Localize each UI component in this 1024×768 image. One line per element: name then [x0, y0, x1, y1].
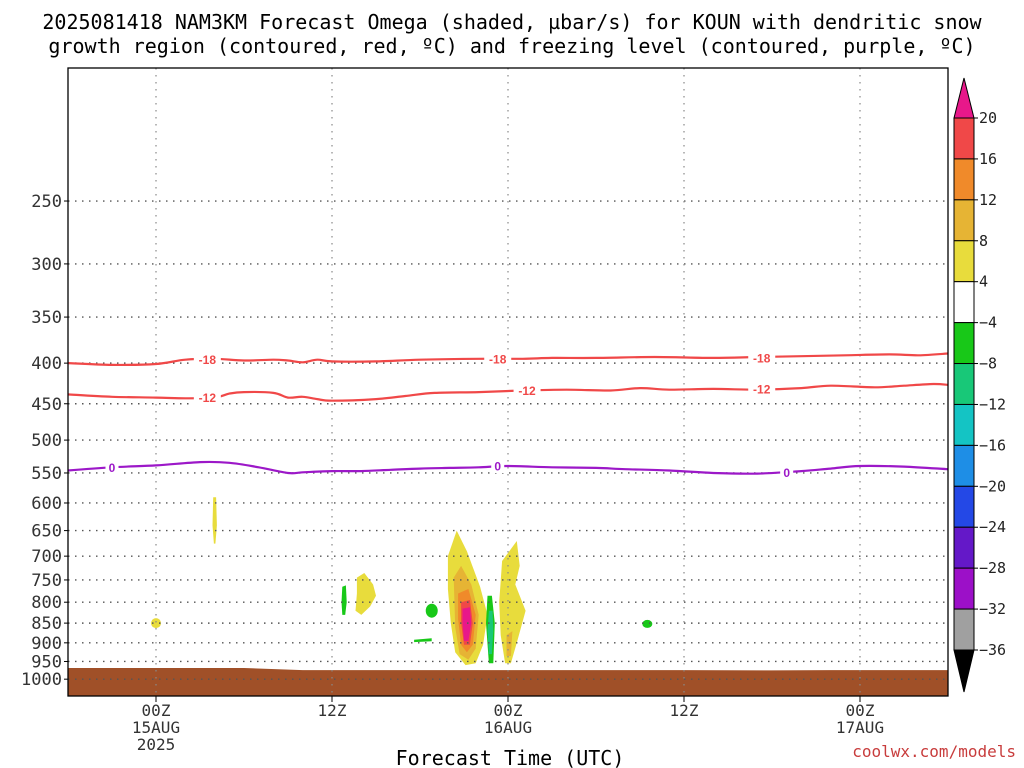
contour-label-bg-2-1 — [491, 459, 505, 474]
y-tick-label-1000: 1000 — [21, 670, 62, 690]
y-tick-label-800: 800 — [31, 593, 62, 613]
contour-label-bg-2-0 — [105, 460, 119, 475]
colorbar-label-4: 4 — [979, 273, 988, 291]
contour-2 — [68, 460, 948, 475]
contour-label-2-2: 0 — [783, 466, 790, 480]
colorbar-label-2: 12 — [979, 191, 997, 209]
colorbar-label-13: −36 — [979, 641, 1006, 659]
omega-shade-plume-20 — [462, 607, 472, 641]
colorbar-label-0: 20 — [979, 109, 997, 127]
contour-label-bg-2-2 — [780, 465, 794, 480]
contour-label-bg-1-1 — [513, 383, 541, 398]
colorbar-cell-8 — [953, 444, 975, 487]
y-tick-label-300: 300 — [31, 255, 62, 275]
colorbar-cell-2 — [953, 199, 975, 242]
y-tick-label-550: 550 — [31, 464, 62, 484]
y-tick-label-900: 900 — [31, 634, 62, 654]
y-tick-label-700: 700 — [31, 547, 62, 567]
contour-label-0-0: -18 — [199, 353, 217, 367]
omega-shade-down-1 — [341, 585, 347, 615]
colorbar-cell-11 — [953, 567, 975, 610]
contour-lines: -18 -18 -18 -12 -12 -12 0 0 0 — [68, 350, 948, 480]
y-tick-label-350: 350 — [31, 308, 62, 328]
colorbar-cell-6 — [953, 363, 975, 405]
colorbar-cell-3 — [953, 240, 975, 283]
x-tick-label-12-1: 12Z — [318, 701, 347, 720]
omega-shade-down-3 — [414, 638, 432, 643]
colorbar-label-6: −8 — [979, 355, 997, 373]
y-tick-label-250: 250 — [31, 192, 62, 212]
colorbar-cell-1 — [953, 158, 975, 201]
y-tick-label-400: 400 — [31, 354, 62, 374]
contour-label-bg-1-2 — [748, 381, 776, 396]
colorbar-label-3: 8 — [979, 232, 988, 250]
colorbar-label-1: 16 — [979, 150, 997, 168]
colorbar-cell-0 — [953, 117, 975, 160]
colorbar-label-8: −16 — [979, 436, 1006, 454]
contour-label-bg-0-0 — [193, 352, 221, 367]
colorbar-label-11: −28 — [979, 559, 1006, 577]
colorbar-label-10: −24 — [979, 518, 1006, 536]
y-tick-label-600: 600 — [31, 494, 62, 514]
x-tick-label-48-2: 17AUG — [836, 718, 884, 737]
contour-label-1-1: -12 — [518, 384, 536, 398]
y-tick-label-650: 650 — [31, 522, 62, 542]
colorbar-label-7: −12 — [979, 395, 1006, 413]
colorbar-cell-4 — [953, 281, 975, 324]
colorbar-label-5: −4 — [979, 314, 997, 332]
omega-shade-right-4 — [499, 541, 526, 664]
omega-shade-small — [151, 618, 161, 629]
omega-shade-down-2 — [425, 603, 438, 618]
contour-label-bg-1-0 — [193, 390, 221, 405]
x-tick-label-24-1: 00Z — [494, 701, 523, 720]
terrain-fill — [68, 668, 948, 696]
y-tick-label-950: 950 — [31, 652, 62, 672]
chart-title-line-1: 2025081418 NAM3KM Forecast Omega (shaded… — [42, 10, 982, 34]
x-tick-label-36-1: 12Z — [670, 701, 699, 720]
x-tick-label-0-3: 2025 — [137, 735, 176, 754]
plot-area: -18 -18 -18 -12 -12 -12 0 0 0 250 300 350 400 450 500 5… — [21, 67, 949, 754]
colorbar-extend-top — [953, 77, 975, 119]
colorbar-label-9: −20 — [979, 477, 1006, 495]
omega-shade-down-4 — [642, 619, 653, 628]
colorbar-label-12: −32 — [979, 600, 1006, 618]
contour-label-1-0: -12 — [199, 391, 217, 405]
colorbar: 20 16 12 8 4 −4 −8 −12 −16 −20 −24 −28 −32 −36 — [953, 77, 1006, 693]
colorbar-cell-12 — [953, 608, 975, 651]
x-tick-label-0-2: 15AUG — [132, 718, 180, 737]
x-tick-label-48-1: 00Z — [846, 701, 875, 720]
x-tick-label-0-1: 00Z — [142, 701, 171, 720]
contour-label-bg-0-1 — [484, 351, 512, 366]
x-tick-label-24-2: 16AUG — [484, 718, 532, 737]
y-tick-label-500: 500 — [31, 431, 62, 451]
x-axis-label: Forecast Time (UTC) — [396, 746, 625, 768]
chart-title-line-2: growth region (contoured, red, ºC) and f… — [48, 34, 975, 58]
contour-label-bg-0-2 — [748, 350, 776, 365]
omega-shade-sliver — [212, 497, 217, 544]
contour-label-1-2: -12 — [753, 382, 771, 396]
y-tick-label-750: 750 — [31, 571, 62, 591]
credit-text: coolwx.com/models — [852, 742, 1016, 761]
y-tick-label-450: 450 — [31, 395, 62, 415]
colorbar-cell-5 — [953, 322, 975, 365]
colorbar-extend-bottom — [953, 649, 975, 693]
omega-shade-up-1 — [355, 573, 376, 615]
contour-label-2-0: 0 — [109, 461, 116, 475]
colorbar-cell-7 — [953, 403, 975, 446]
contour-1 — [68, 382, 948, 402]
colorbar-cell-10 — [953, 526, 975, 569]
contour-label-0-1: -18 — [489, 352, 507, 366]
colorbar-cell-9 — [953, 485, 975, 528]
contour-label-2-1: 0 — [494, 460, 501, 474]
y-tick-label-850: 850 — [31, 614, 62, 634]
contour-label-0-2: -18 — [753, 351, 771, 365]
